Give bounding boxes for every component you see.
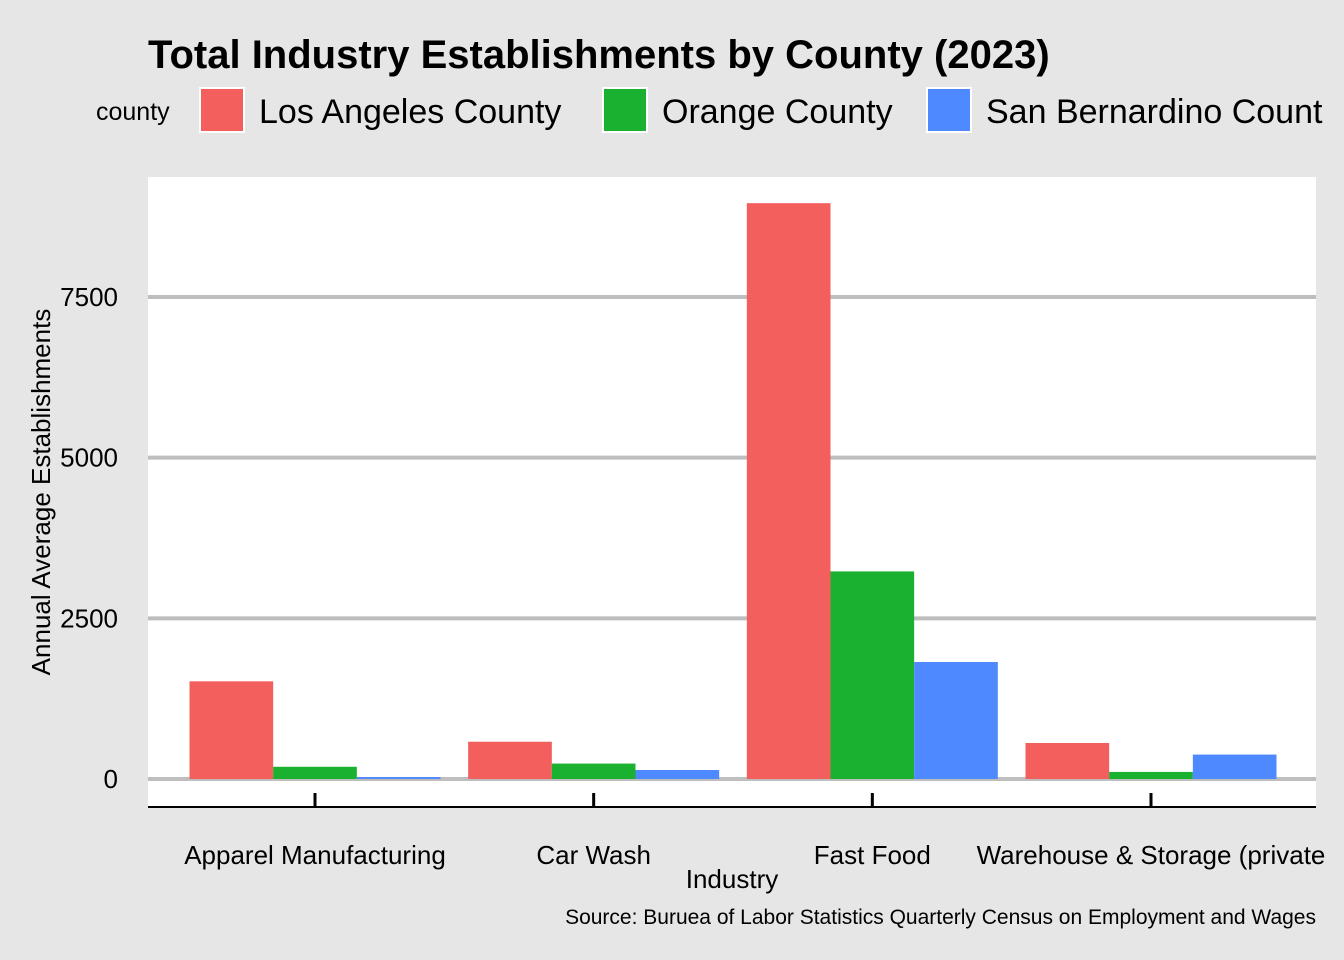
legend-label: Orange County [662, 93, 893, 131]
plot-panel [148, 177, 1316, 807]
y-axis-title: Annual Average Establishments [26, 309, 56, 676]
x-tick-label: Fast Food [814, 840, 931, 870]
x-axis: Apparel Manufacturing Car Wash Fast Food Wa… [148, 793, 1325, 870]
chart-title: Total Industry Establishments by County … [148, 33, 1050, 77]
legend-key [602, 87, 648, 133]
bar [746, 203, 831, 780]
x-tick-label: Car Wash [536, 840, 651, 870]
x-tick-label: Apparel Manufacturing [184, 840, 446, 870]
x-tick-label: Warehouse & Storage (private [977, 840, 1326, 870]
legend-key [199, 87, 245, 133]
bar [635, 770, 720, 779]
bar [830, 571, 915, 779]
bar [914, 662, 998, 779]
y-tick-label: 7500 [60, 282, 118, 312]
legend: county Los Angeles County Orange County Sa… [96, 87, 1323, 133]
legend-label: San Bernardino Count [986, 93, 1323, 131]
bar [551, 763, 636, 779]
y-tick-label: 2500 [60, 603, 118, 633]
legend-label: Los Angeles County [259, 93, 561, 131]
x-axis-title: Industry [686, 864, 779, 894]
bar [273, 766, 357, 779]
legend-key [926, 87, 972, 133]
y-axis: 0 2500 5000 7500 [60, 282, 118, 794]
bars [189, 203, 1277, 780]
caption: Source: Buruea of Labor Statistics Quart… [565, 906, 1316, 929]
bar [1109, 771, 1193, 779]
y-tick-label: 0 [104, 764, 118, 794]
bar [468, 741, 552, 779]
bar [1025, 743, 1110, 779]
bar [189, 681, 274, 779]
y-tick-label: 5000 [60, 443, 118, 473]
bar [356, 777, 441, 779]
legend-title: county [96, 98, 170, 126]
bar [1192, 754, 1277, 779]
